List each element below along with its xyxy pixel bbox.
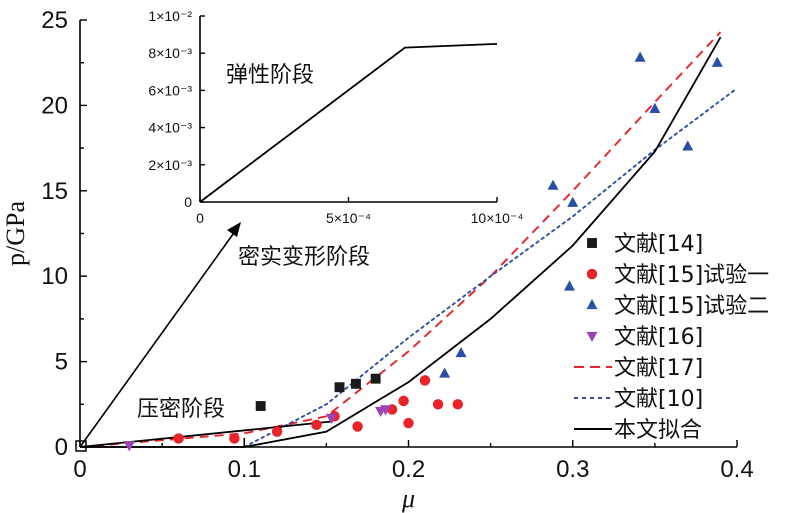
y-tick-label: 25: [41, 7, 68, 34]
inset-x-tick-label: 0: [196, 210, 204, 226]
data-point: [432, 399, 444, 410]
data-point: [123, 441, 135, 452]
inset-x-tick-label: 5×10⁻⁴: [326, 210, 371, 226]
y-tick-label: 0: [55, 434, 68, 461]
inset-arrow-line: [79, 229, 237, 448]
x-tick-label: 0.4: [720, 456, 753, 483]
legend-label: 文献[10]: [614, 387, 703, 412]
series-line-4: [79, 31, 722, 448]
data-point: [439, 367, 451, 378]
zoom-box: [75, 440, 87, 452]
data-point: [271, 426, 283, 437]
inset-arrow-head: [227, 222, 241, 237]
inset-y-tick-label: 2×10⁻³: [148, 157, 192, 173]
x-tick-label: 0.3: [556, 456, 589, 483]
y-tick-label: 5: [55, 349, 68, 376]
y-tick-label: 15: [41, 178, 68, 205]
data-point: [173, 433, 184, 444]
inset-y-tick-label: 1×10⁻²: [148, 8, 192, 24]
data-point: [563, 280, 575, 291]
y-axis-title: p/GPa: [1, 201, 30, 266]
data-point: [334, 382, 345, 393]
data-point: [567, 196, 579, 207]
data-point: [547, 179, 559, 190]
inset-plot: 0 5×10⁻⁴ 10×10⁻⁴ 0 2×10⁻³ 4×10⁻³ 6×10⁻³ 8×10⁻³ 1…: [148, 8, 523, 226]
data-point: [452, 399, 463, 410]
data-point: [370, 373, 381, 384]
y-tick-label: 10: [41, 263, 68, 290]
compaction-line: [79, 420, 333, 448]
legend-label: 文献[16]: [614, 325, 703, 350]
data-point: [455, 347, 467, 358]
legend-label: 文献[15]试验一: [614, 263, 769, 288]
legend-marker: [586, 298, 598, 310]
data-point: [634, 51, 646, 62]
data-point: [711, 56, 723, 67]
legend-marker: [586, 268, 598, 280]
legend-marker: [586, 331, 598, 343]
data-point: [350, 378, 361, 389]
data-point: [325, 413, 337, 425]
legend-label: 文献[17]: [614, 356, 703, 381]
data-point: [649, 102, 661, 113]
data-point: [380, 405, 392, 416]
inset-x-tick-label: 10×10⁻⁴: [471, 210, 524, 226]
inset-y-tick-label: 0: [184, 194, 192, 210]
x-tick-label: 0: [73, 456, 86, 483]
data-point: [419, 375, 431, 386]
data-point: [311, 419, 322, 431]
data-point: [352, 421, 363, 432]
legend-label: 本文拟合: [614, 418, 702, 443]
inset-title-elastic-stage: 弹性阶段: [226, 63, 314, 88]
annotation-compaction: 压密阶段: [137, 397, 225, 422]
x-tick-label: 0.2: [392, 456, 425, 483]
main-plot: 0 0.1 0.2 0.3 0.4 0 5 10 15 20 25 μ p/GPa 压密阶段 密实变形阶段: [1, 7, 754, 513]
data-point: [255, 401, 266, 411]
x-tick-label: 0.1: [228, 456, 261, 483]
series-line-6: [80, 36, 722, 448]
data-point: [403, 417, 414, 429]
y-tick-label: 20: [41, 92, 68, 119]
inset-y-tick-label: 6×10⁻³: [148, 82, 192, 98]
data-point: [398, 395, 409, 407]
legend-label: 文献[14]: [614, 232, 703, 257]
inset-y-tick-label: 4×10⁻³: [148, 120, 192, 136]
data-point: [682, 140, 694, 151]
data-point: [229, 433, 240, 444]
legend-label: 文献[15]试验二: [614, 294, 769, 319]
x-axis-title: μ: [401, 484, 415, 513]
inset-y-tick-label: 8×10⁻³: [148, 45, 192, 61]
legend-marker: [587, 238, 597, 248]
annotation-dense-deformation: 密实变形阶段: [238, 245, 370, 270]
inset-elastic-line: [199, 43, 498, 203]
